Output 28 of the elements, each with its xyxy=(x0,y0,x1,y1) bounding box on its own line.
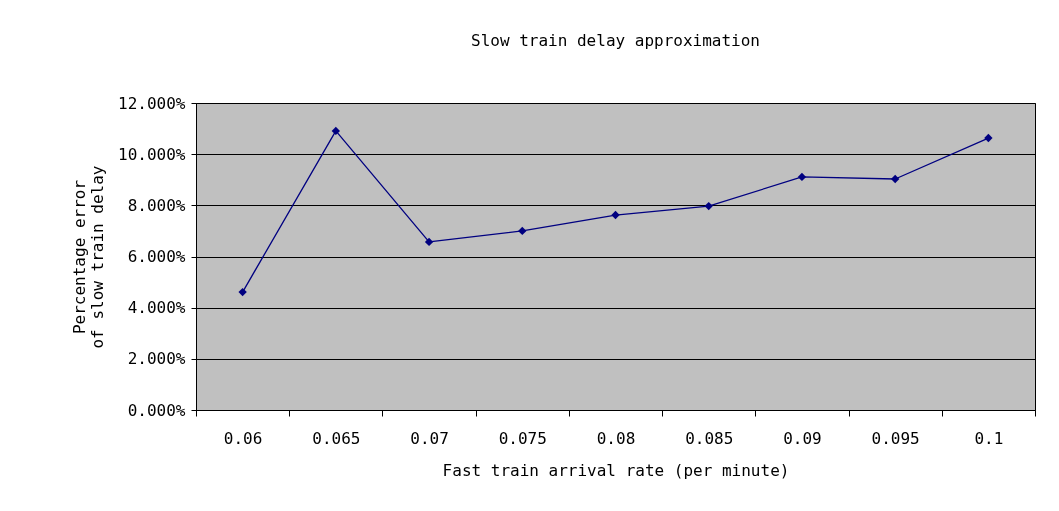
point xyxy=(611,210,620,220)
x-tick-label: 0.07 xyxy=(410,428,449,448)
y-tick-label: 0.000% xyxy=(127,400,186,420)
y-axis-title: Percentage error of slow train delay xyxy=(70,165,108,349)
y-tick-label: 10.000% xyxy=(118,144,186,164)
x-tick-label: 0.095 xyxy=(871,428,920,448)
point xyxy=(704,201,713,211)
y-tick-label: 12.000% xyxy=(118,93,186,113)
point xyxy=(238,287,247,297)
x-axis-title: Fast train arrival rate (per minute) xyxy=(442,460,790,480)
y-tick-label: 2.000% xyxy=(127,349,186,369)
point xyxy=(331,126,341,136)
x-tick-label: 0.085 xyxy=(685,428,734,448)
x-tick-label: 0.08 xyxy=(596,428,636,448)
x-tick-label: 0.065 xyxy=(312,428,361,448)
point xyxy=(518,226,527,236)
y-tick-label: 6.000% xyxy=(127,247,186,266)
x-tick-label: 0.09 xyxy=(783,428,822,448)
x-tick-label: 0.06 xyxy=(223,428,263,448)
point xyxy=(424,237,434,247)
chart-title: Slow train delay approximation xyxy=(471,31,760,50)
point xyxy=(797,172,807,182)
x-tick-label: 0.075 xyxy=(498,428,547,448)
y-tick-label: 4.000% xyxy=(127,298,186,318)
point xyxy=(890,174,900,184)
point xyxy=(984,133,993,143)
x-tick-label: 0.1 xyxy=(974,428,1004,448)
y-tick-label: 8.000% xyxy=(127,195,186,215)
